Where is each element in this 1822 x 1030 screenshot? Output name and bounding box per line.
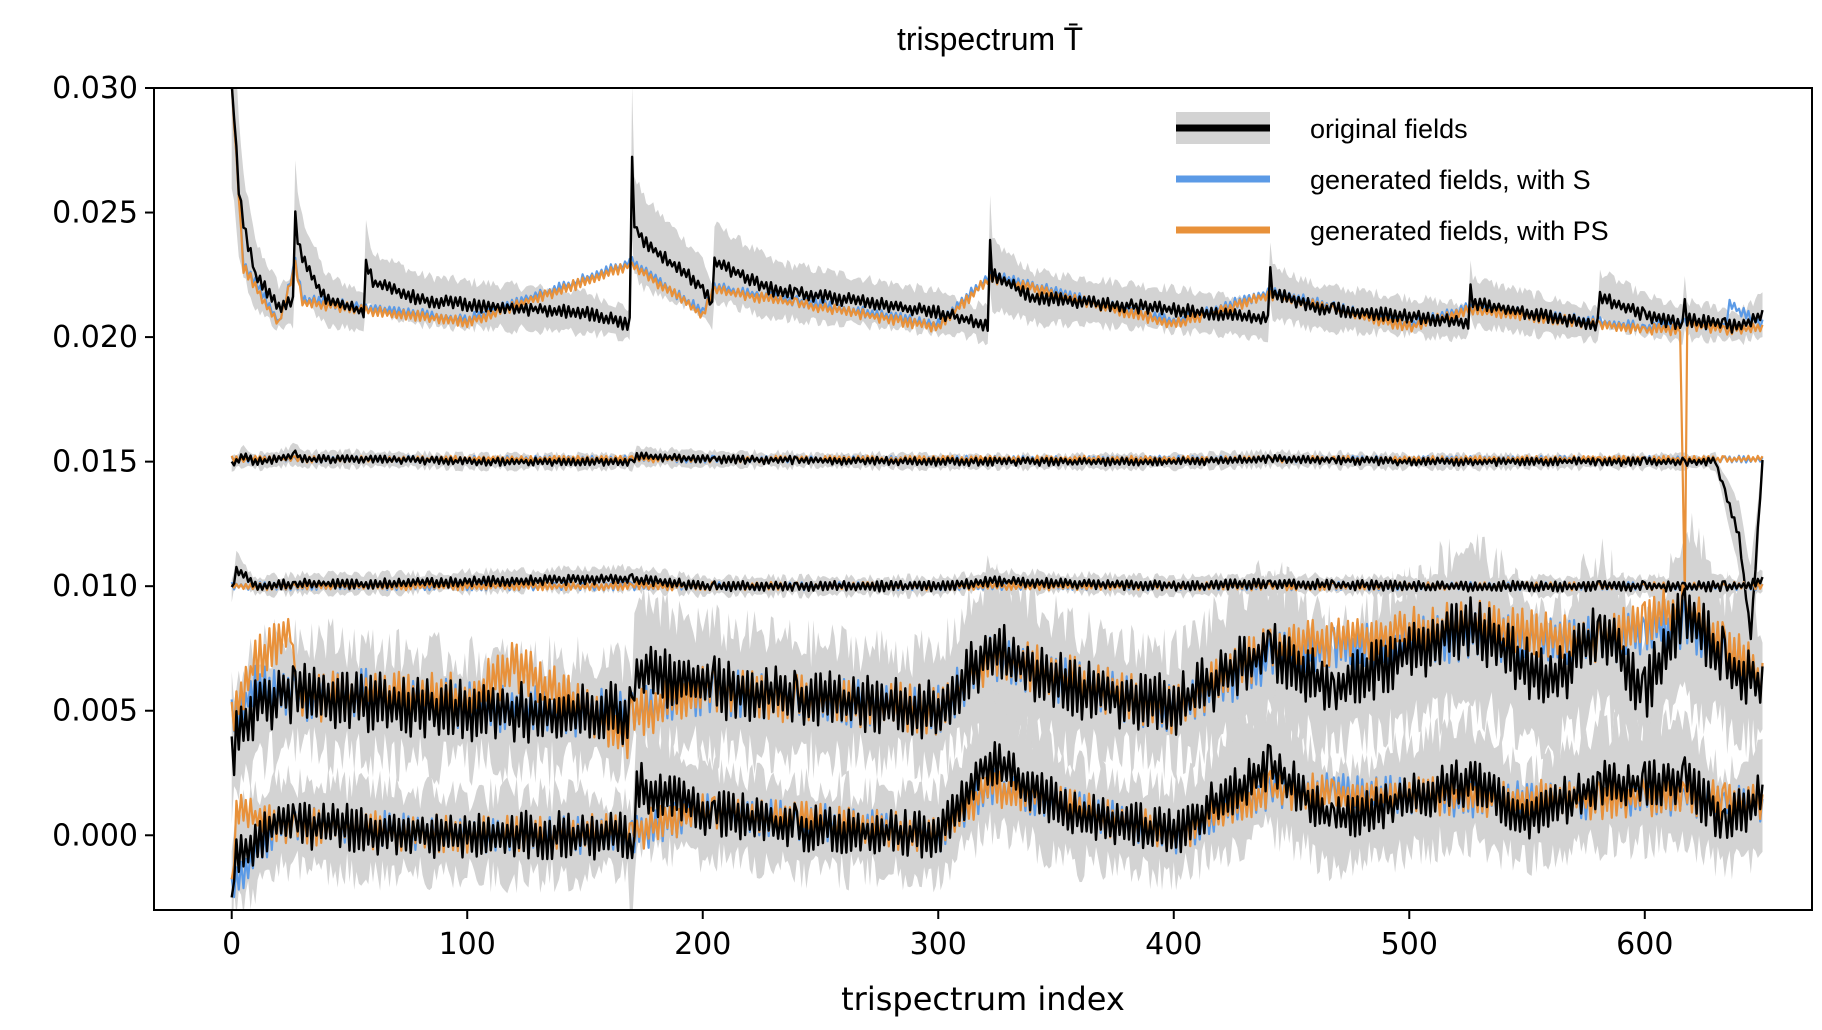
y-tick-label: 0.015 [52,445,138,480]
band-0.020-original-fields-line [230,88,1764,334]
legend-label: original fields [1310,114,1468,144]
y-tick-label: 0.010 [52,569,138,604]
y-tick-label: 0.030 [52,71,138,106]
plot-frame [153,87,1813,911]
legend: original fields generated fields, with S g… [1176,112,1609,246]
x-tick-label: 400 [1145,927,1202,962]
series-layer [230,88,1764,899]
y-tick-label: 0.020 [52,320,138,355]
x-axis: 0 100 200 300 400 500 600 [222,910,1673,962]
band-0.015-original-fields-line [230,449,1764,641]
x-tick-label: 0 [222,927,241,962]
band-0.000-original-fields-line [230,741,1764,898]
legend-label: generated fields, with S [1310,165,1591,195]
x-tick-label: 600 [1616,927,1673,962]
y-axis: 0.000 0.005 0.010 0.015 0.020 0.025 0.030 [52,71,154,853]
x-tick-label: 500 [1381,927,1438,962]
chart-title: trispectrum T̄ [897,21,1083,57]
x-axis-label: trispectrum index [841,980,1125,1018]
x-tick-label: 100 [439,927,496,962]
x-tick-label: 200 [674,927,731,962]
y-tick-label: 0.005 [52,694,138,729]
band-0.010-original-fields-line [230,565,1764,593]
band-0.020-uncertainty [231,88,1763,346]
y-tick-label: 0.025 [52,196,138,231]
band-0.020-generated-fields-with-ps-line [230,88,1764,597]
y-tick-label: 0.000 [52,818,138,853]
legend-label: generated fields, with PS [1310,216,1609,246]
x-tick-label: 300 [910,927,967,962]
band-0.005-original-fields-line [230,587,1764,777]
